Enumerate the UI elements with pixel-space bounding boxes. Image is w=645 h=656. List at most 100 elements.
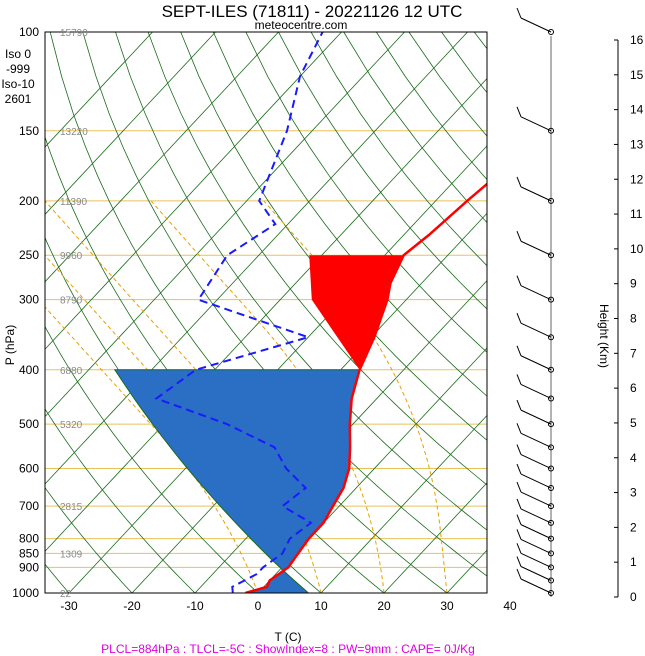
pressure-tick-label: 800 — [19, 532, 39, 546]
wind-barb-feather — [516, 7, 522, 19]
wind-barb-marker — [548, 197, 554, 204]
wind-barb — [520, 383, 552, 399]
pressure-tick-label: 850 — [19, 546, 39, 560]
dry-adiabat-line — [180, 32, 487, 441]
temperature-tick-label: 20 — [377, 599, 391, 613]
dry-adiabat-line — [147, 32, 487, 486]
cape-area — [309, 255, 404, 370]
wind-barb — [520, 17, 552, 33]
geopotential-label: 15790 — [60, 28, 88, 39]
wind-barb — [520, 508, 552, 524]
wind-barb — [520, 116, 552, 132]
isotherm-line — [383, 482, 487, 593]
pressure-tick-label: 300 — [19, 293, 39, 307]
temperature-tick-label: 40 — [503, 599, 517, 613]
wind-barb-marker — [548, 421, 554, 428]
wind-barb — [520, 552, 552, 568]
wind-barb-feather — [516, 543, 522, 554]
wind-barb-feather — [516, 529, 522, 540]
geopotential-label: 9960 — [60, 251, 83, 262]
temperature-tick-label: 10 — [314, 599, 328, 613]
wind-barb — [520, 473, 552, 489]
wind-barb-feather — [516, 399, 522, 411]
height-tick-label: 0 — [630, 590, 637, 604]
pressure-tick-label: 400 — [19, 363, 39, 377]
chart-title: SEPT-ILES (71811) - 20221126 12 UTC — [162, 2, 463, 21]
freezing-level-label: -999 — [6, 62, 30, 76]
pressure-tick-label: 250 — [19, 248, 39, 262]
height-tick-label: 9 — [630, 277, 637, 291]
height-tick-label: 8 — [630, 312, 637, 326]
dry-adiabat-line — [115, 32, 487, 531]
isotherm-line — [45, 32, 468, 485]
dry-adiabat-line — [441, 32, 487, 94]
isotherm-line — [446, 549, 487, 593]
isotherm-line — [320, 414, 487, 593]
height-tick-label: 4 — [630, 451, 637, 465]
geopotential-label: 1309 — [60, 549, 83, 560]
wind-barb-marker — [548, 564, 554, 571]
dry-adiabat-line — [212, 32, 487, 397]
wind-barb — [520, 491, 552, 507]
isotherm-line — [45, 77, 487, 552]
pressure-tick-label: 150 — [19, 124, 39, 138]
wind-barb-feather — [516, 514, 522, 525]
dewpoint-line — [154, 32, 324, 593]
temperature-tick-label: 30 — [440, 599, 454, 613]
wind-barb — [520, 285, 552, 301]
height-tick-label: 3 — [630, 486, 637, 500]
height-tick-label: 2 — [630, 520, 637, 534]
wind-barb — [520, 240, 552, 256]
pressure-tick-label: 100 — [19, 25, 39, 39]
pressure-tick-label: 200 — [19, 194, 39, 208]
plot-area: 1001502002503004005006007008008509001000… — [1, 7, 644, 613]
isotherm-line — [257, 347, 487, 593]
wind-barb-marker — [548, 519, 554, 526]
wind-barb — [520, 186, 552, 202]
chart-subtitle: meteocentre.com — [255, 18, 348, 32]
wind-barb-marker — [548, 252, 554, 259]
dry-adiabat-line — [45, 486, 133, 593]
wind-barb-feather — [516, 176, 522, 188]
y-axis-label: P (hPa) — [3, 325, 17, 365]
wind-barb-marker — [548, 590, 554, 596]
wind-barb-feather — [516, 481, 522, 493]
wind-barb-marker — [548, 334, 554, 341]
height-tick-label: 10 — [630, 242, 644, 256]
freezing-level-label: 2601 — [5, 92, 32, 106]
pressure-tick-label: 700 — [19, 499, 39, 513]
wind-barb-feather — [516, 556, 522, 567]
pressure-tick-label: 600 — [19, 462, 39, 476]
wind-barb-feather — [516, 568, 522, 580]
wind-barb-marker — [548, 127, 554, 134]
wind-barb — [520, 538, 552, 554]
height-tick-label: 7 — [630, 346, 637, 360]
geopotential-label: 11390 — [60, 197, 88, 208]
wind-barb — [520, 322, 552, 338]
isotherm-line — [45, 32, 342, 350]
plot-clipped — [45, 32, 487, 593]
isotherm-line — [45, 32, 279, 283]
temperature-tick-label: -30 — [60, 599, 78, 613]
plot-frame — [44, 31, 488, 594]
height-tick-label: 6 — [630, 381, 637, 395]
wind-barb-marker — [548, 395, 554, 402]
wind-barb-feather — [516, 313, 522, 324]
footer-indices: PLCL=884hPa : TLCL=-5C : ShowIndex=8 : P… — [101, 642, 475, 656]
geopotential-label: 2815 — [60, 502, 83, 513]
geopotential-label: 6880 — [60, 366, 83, 377]
dry-adiabat-line — [278, 32, 487, 310]
temperature-tick-label: -10 — [186, 599, 204, 613]
wind-barb-marker — [548, 550, 554, 557]
wind-barb-feather — [516, 463, 522, 475]
geopotential-label: 8790 — [60, 296, 83, 307]
wind-barb-feather — [516, 106, 522, 117]
wind-barb-marker — [548, 366, 554, 373]
height-tick-label: 11 — [630, 207, 643, 221]
wind-barb — [520, 566, 552, 581]
temperature-line — [245, 182, 487, 593]
wind-barb-feather — [516, 275, 522, 286]
y2-axis-label: Height (Km) — [597, 304, 611, 368]
wind-barb-feather — [516, 231, 522, 242]
dry-adiabat-line — [45, 325, 259, 593]
